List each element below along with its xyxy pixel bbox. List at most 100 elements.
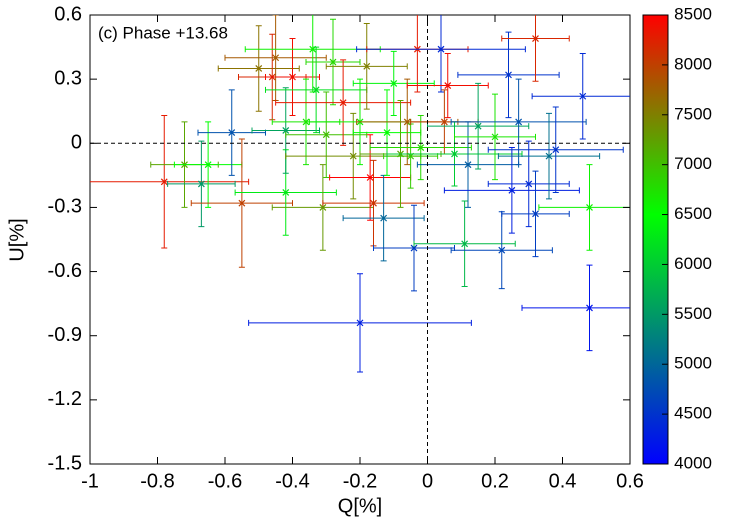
point xyxy=(437,45,445,53)
error-point xyxy=(386,121,523,187)
y-tick-label: -0.6 xyxy=(48,260,82,282)
error-point xyxy=(190,138,293,268)
error-point xyxy=(251,87,320,174)
point xyxy=(380,214,388,222)
point xyxy=(197,180,205,188)
error-point xyxy=(217,25,300,112)
y-axis-label: U[%] xyxy=(6,218,28,261)
x-tick-label: 0.6 xyxy=(616,470,644,492)
error-point xyxy=(497,112,601,200)
point xyxy=(417,144,425,151)
error-point xyxy=(413,200,516,288)
error-point xyxy=(501,15,570,82)
point xyxy=(515,118,523,126)
point xyxy=(312,86,320,94)
error-point xyxy=(352,89,422,176)
point xyxy=(444,82,452,89)
error-point xyxy=(197,89,266,176)
point xyxy=(272,54,280,62)
error-point xyxy=(369,114,472,181)
point xyxy=(238,199,246,207)
error-point xyxy=(224,15,327,102)
point xyxy=(302,118,310,126)
x-tick-label: -0.6 xyxy=(208,470,242,492)
error-point xyxy=(150,121,219,208)
x-tick-label: 0 xyxy=(422,470,433,492)
point xyxy=(363,62,371,70)
error-point xyxy=(416,121,520,208)
point xyxy=(204,161,212,169)
point xyxy=(440,118,448,126)
y-tick-label: 0.6 xyxy=(54,3,82,25)
colorbar-tick-label: 4000 xyxy=(674,453,712,472)
error-point xyxy=(443,147,580,234)
colorbar-tick-label: 8000 xyxy=(674,54,712,73)
error-point xyxy=(265,38,320,116)
colorbar xyxy=(642,14,669,465)
error-point xyxy=(325,23,408,110)
point xyxy=(383,129,391,137)
x-axis-label: Q[%] xyxy=(338,495,382,517)
error-point xyxy=(305,18,361,106)
error-point xyxy=(457,31,560,119)
point xyxy=(586,204,593,211)
point xyxy=(228,129,236,137)
y-tick-label: -1.2 xyxy=(48,388,82,410)
point xyxy=(532,35,539,42)
error-point xyxy=(90,114,250,249)
point xyxy=(366,174,374,181)
y-tick-label: -0.9 xyxy=(48,324,82,346)
colorbar-tick-label: 5500 xyxy=(674,304,712,323)
point xyxy=(586,304,593,312)
colorbar-tick-label: 7000 xyxy=(674,154,712,173)
point xyxy=(579,92,587,100)
x-tick-label: -0.4 xyxy=(275,470,309,492)
error-point xyxy=(285,91,368,178)
error-point xyxy=(531,52,630,140)
x-tick-label: -1 xyxy=(81,470,99,492)
error-point xyxy=(356,15,526,93)
point xyxy=(289,73,296,81)
y-tick-label: 0.3 xyxy=(54,67,82,89)
point xyxy=(339,99,347,107)
error-point xyxy=(383,123,439,189)
error-point xyxy=(248,273,472,373)
colorbar-tick-label: 5000 xyxy=(674,354,712,373)
error-point xyxy=(322,159,425,247)
error-point xyxy=(450,78,587,166)
point xyxy=(464,161,472,169)
error-point xyxy=(450,211,553,290)
error-point xyxy=(373,204,455,292)
error-point xyxy=(406,52,489,119)
error-point xyxy=(501,170,570,258)
point xyxy=(525,180,533,188)
point xyxy=(322,131,330,139)
point xyxy=(255,65,263,72)
error-point xyxy=(521,264,630,352)
colorbar-tick-label: 6000 xyxy=(674,254,712,273)
point xyxy=(370,199,377,207)
point xyxy=(508,186,516,194)
colorbar-tick-label: 4500 xyxy=(674,404,712,423)
point xyxy=(491,133,499,141)
colorbar-tick-label: 7500 xyxy=(674,104,712,123)
error-point xyxy=(352,50,435,116)
point xyxy=(410,244,418,252)
point xyxy=(282,189,290,196)
annotation: (c) Phase +13.68 xyxy=(98,23,228,42)
x-tick-label: -0.2 xyxy=(343,470,377,492)
point xyxy=(282,127,290,134)
y-tick-label: -0.3 xyxy=(48,196,82,218)
point xyxy=(474,122,482,130)
colorbar-tick-label: 8500 xyxy=(674,4,712,23)
error-point xyxy=(265,46,368,134)
point xyxy=(390,79,398,87)
point xyxy=(356,319,364,327)
plot-area xyxy=(90,15,630,373)
point xyxy=(545,152,553,160)
point xyxy=(498,246,506,254)
point xyxy=(532,210,539,218)
point xyxy=(505,71,512,79)
x-tick-label: 0.2 xyxy=(481,470,509,492)
